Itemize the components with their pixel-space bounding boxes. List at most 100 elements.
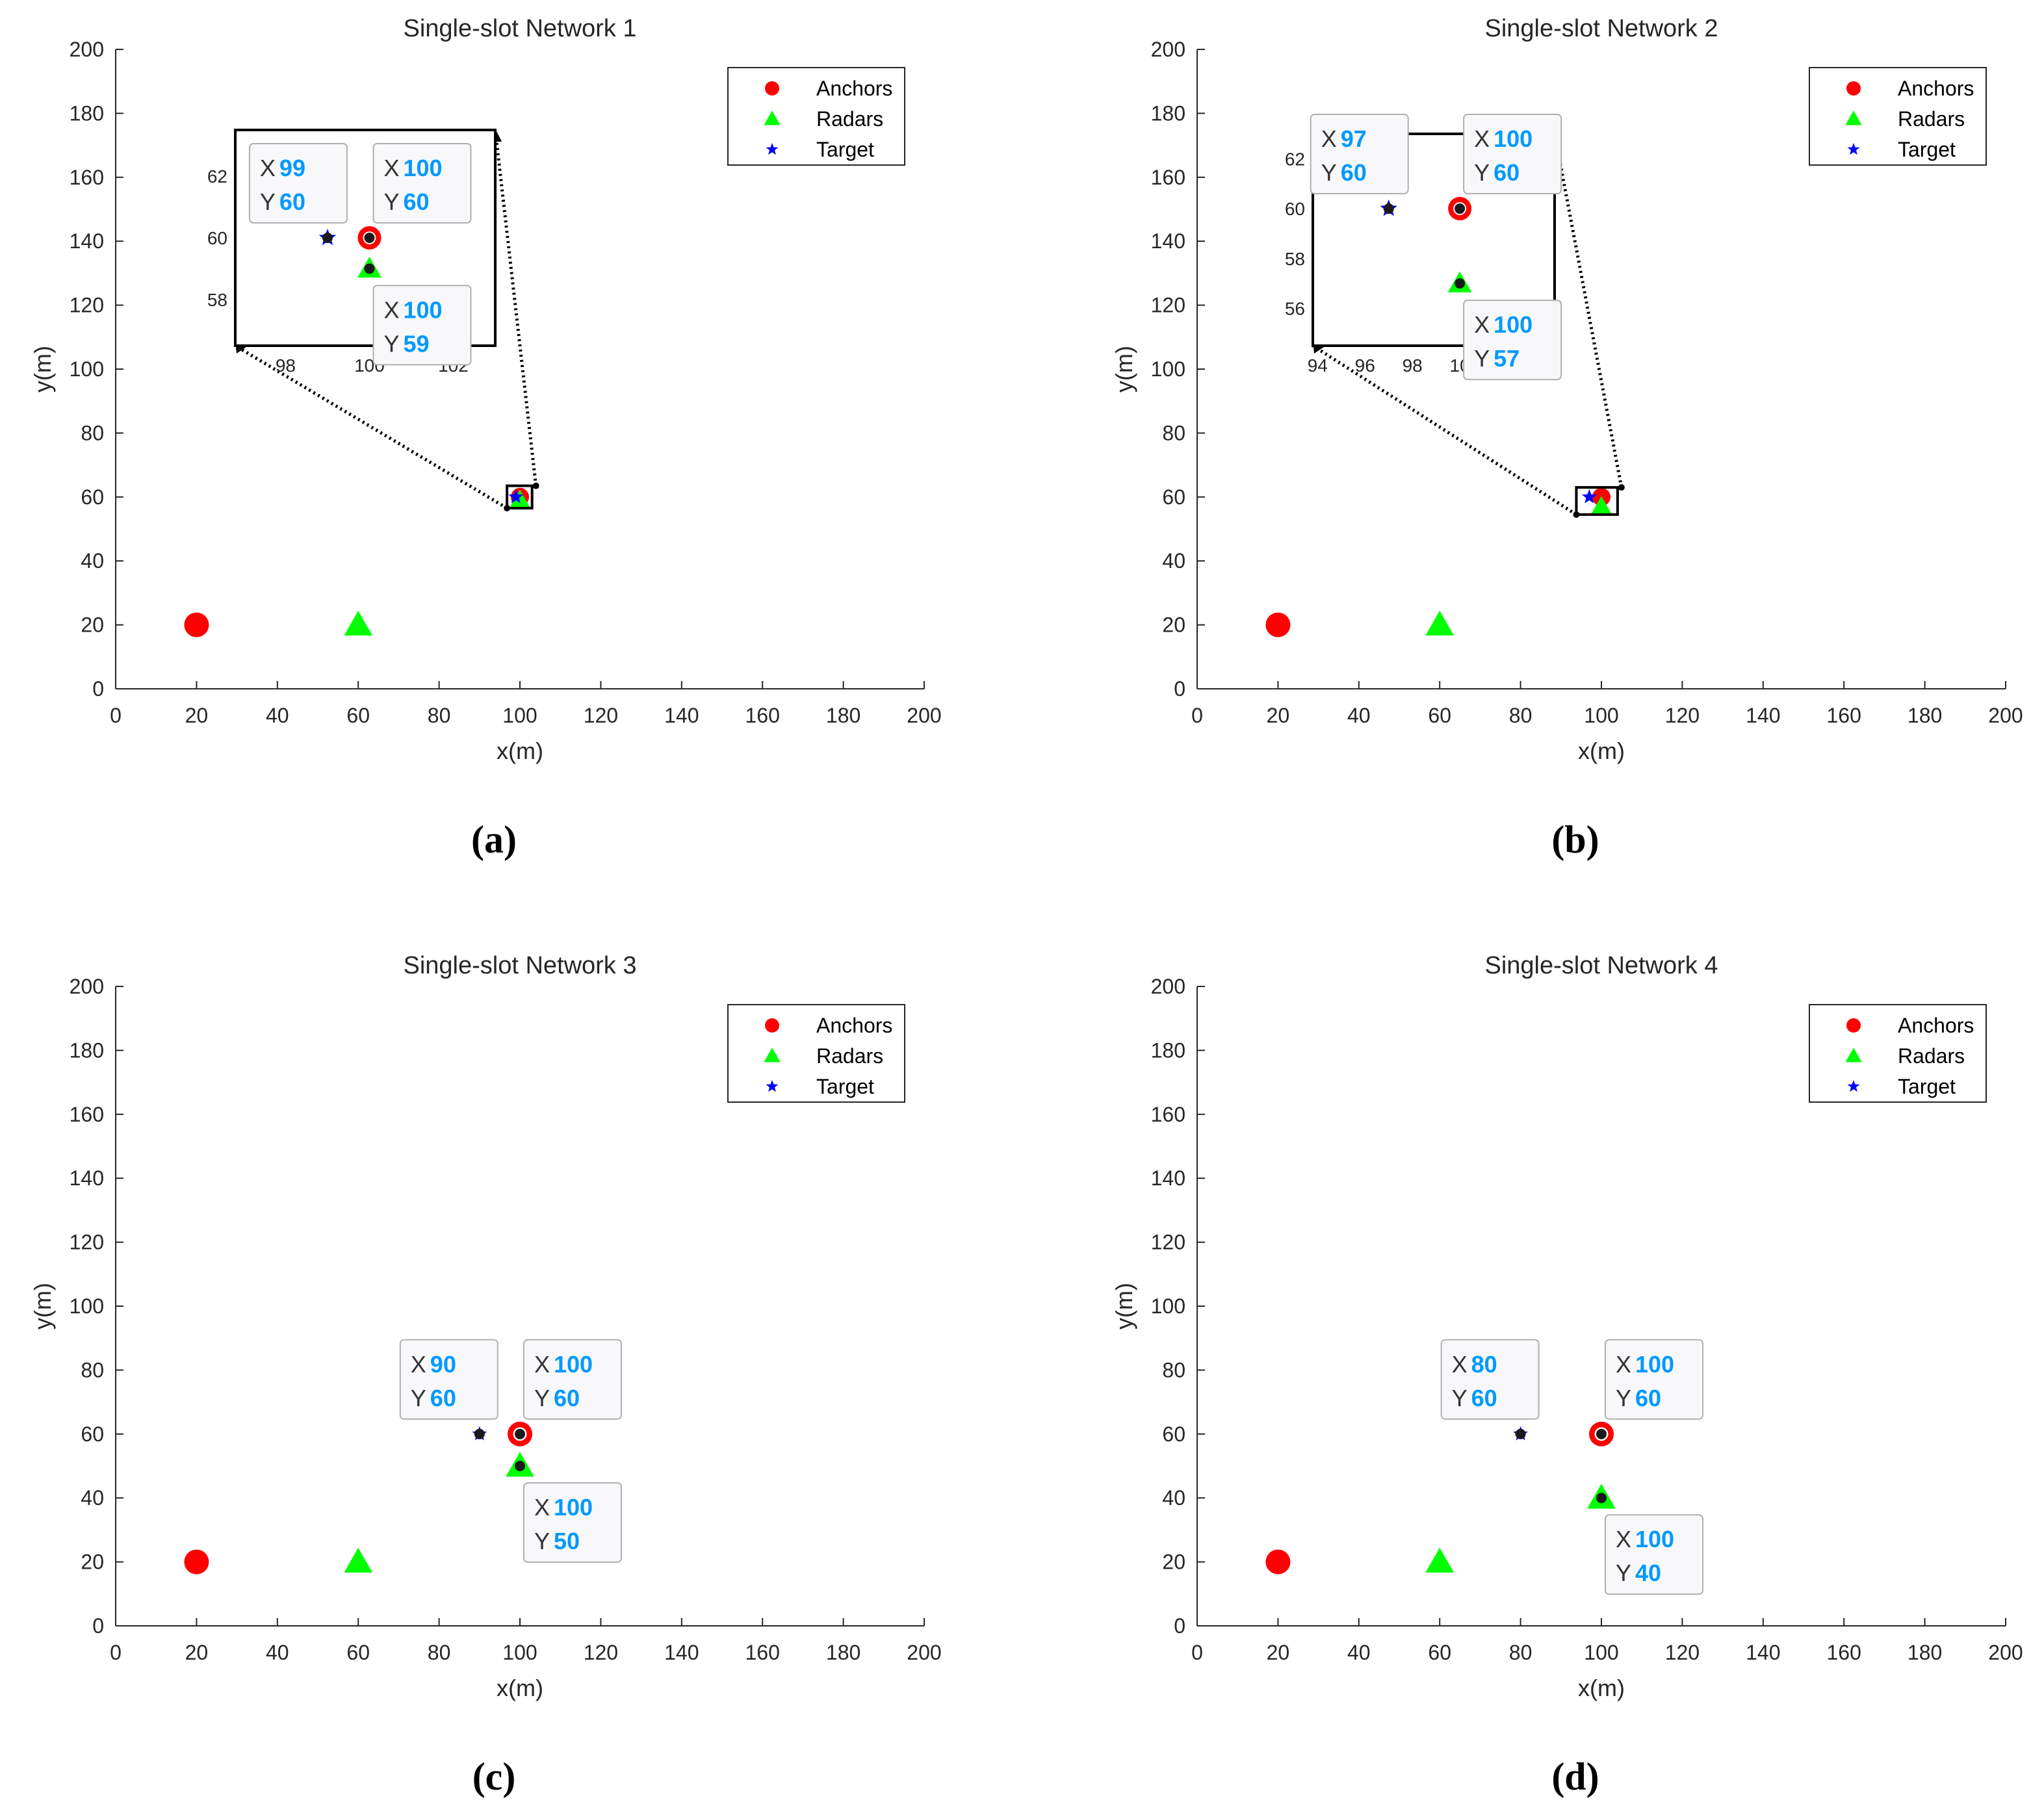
x-tick-label: 80 <box>428 1641 451 1664</box>
target-marker <box>1581 489 1597 504</box>
y-axis-label: y(m) <box>29 1283 56 1330</box>
x-tick-label: 0 <box>1191 704 1203 727</box>
y-tick-label: 80 <box>81 1358 104 1382</box>
datatip-y-value: 60 <box>1494 159 1520 186</box>
y-tick-label: 180 <box>1151 101 1185 125</box>
x-axis-label: x(m) <box>497 738 543 764</box>
x-tick-label: 80 <box>428 704 451 727</box>
panel-caption: (c) <box>472 1755 516 1798</box>
inset-x-tick-label: 98 <box>1403 355 1423 376</box>
datatip-x-value: 100 <box>1635 1351 1674 1378</box>
datatip-point <box>322 233 333 243</box>
zoom-connector-dot <box>532 482 539 489</box>
y-tick-label: 200 <box>70 975 104 998</box>
y-tick-label: 180 <box>70 1038 104 1062</box>
zoom-connector-dot <box>1618 484 1625 491</box>
datatip-x-key: X <box>534 1494 550 1521</box>
y-tick-label: 120 <box>1151 1231 1185 1254</box>
x-tick-label: 0 <box>110 704 122 727</box>
datatip-box <box>1440 1339 1540 1420</box>
y-tick-label: 80 <box>81 421 104 444</box>
x-tick-label: 140 <box>1746 704 1780 727</box>
x-tick-label: 20 <box>1267 704 1290 727</box>
y-axis-label: y(m) <box>29 346 56 392</box>
legend-box <box>1809 1004 1987 1103</box>
x-tick-label: 120 <box>1665 1641 1700 1664</box>
x-tick-label: 160 <box>1827 704 1861 727</box>
panel-caption: (d) <box>1551 1755 1599 1798</box>
radars-marker <box>1425 610 1454 636</box>
anchors-marker <box>184 612 209 637</box>
x-tick-label: 200 <box>907 1641 941 1664</box>
datatip-point <box>1596 1428 1607 1439</box>
datatip-y-key: Y <box>534 1528 550 1554</box>
chart-title: Single-slot Network 3 <box>403 952 636 979</box>
x-tick-label: 60 <box>346 1641 370 1664</box>
legend-marker-anchors <box>765 81 779 96</box>
datatip-y-value: 60 <box>430 1385 456 1411</box>
inset-y-tick-label: 60 <box>207 228 227 248</box>
x-tick-label: 100 <box>1584 1641 1618 1664</box>
y-tick-label: 140 <box>70 229 104 253</box>
legend-marker-radars <box>764 110 781 125</box>
legend-marker-radars <box>1845 1048 1862 1062</box>
datatip-y-value: 40 <box>1635 1560 1661 1586</box>
y-tick-label: 0 <box>1174 1614 1185 1638</box>
legend-label-anchors: Anchors <box>816 77 892 100</box>
y-tick-label: 160 <box>70 166 104 189</box>
datatip-y-key: Y <box>1474 345 1490 372</box>
datatip-x-key: X <box>1474 125 1490 152</box>
legend-marker-anchors <box>1846 81 1861 96</box>
datatip-y-value: 60 <box>1635 1385 1661 1411</box>
legend-box <box>727 1004 905 1103</box>
x-tick-label: 180 <box>826 704 860 727</box>
datatip-x-key: X <box>534 1351 550 1378</box>
x-tick-label: 140 <box>664 1641 699 1664</box>
y-tick-label: 200 <box>1151 975 1185 998</box>
x-tick-label: 200 <box>1988 704 2023 727</box>
x-tick-label: 80 <box>1509 1641 1533 1664</box>
y-tick-label: 80 <box>1162 421 1185 444</box>
x-tick-label: 100 <box>502 704 537 727</box>
inset-x-tick-label: 94 <box>1308 355 1328 376</box>
datatip-x-value: 99 <box>279 155 305 181</box>
legend-label-radars: Radars <box>816 1044 883 1068</box>
datatip-point <box>1383 203 1394 214</box>
x-tick-label: 200 <box>907 704 941 727</box>
legend-label-radars: Radars <box>816 107 883 131</box>
x-tick-label: 120 <box>584 1641 618 1664</box>
y-tick-label: 60 <box>1162 1422 1185 1446</box>
chart-title: Single-slot Network 4 <box>1484 952 1718 979</box>
chart-panel-d: Single-slot Network 4 0 20 40 60 80 100 120 140 1… <box>1111 952 2023 1798</box>
x-tick-label: 40 <box>1347 1641 1371 1664</box>
datatip-point <box>364 263 375 274</box>
panel-caption: (a) <box>471 818 517 861</box>
inset-y-tick-label: 58 <box>207 290 227 310</box>
datatip-y-value: 60 <box>403 188 429 215</box>
datatip-y-value: 60 <box>554 1385 580 1411</box>
datatip-x-key: X <box>1321 125 1337 152</box>
datatip-y-value: 60 <box>279 188 305 215</box>
datatip-x-value: 100 <box>1494 311 1533 338</box>
radars-marker <box>344 1547 373 1573</box>
x-tick-label: 180 <box>1908 1641 1942 1664</box>
legend-label-target: Target <box>816 138 874 161</box>
datatip-y-key: Y <box>1474 159 1490 186</box>
legend-marker-radars <box>764 1048 781 1062</box>
y-tick-label: 120 <box>70 1231 104 1254</box>
datatip-y-key: Y <box>411 1385 426 1411</box>
legend-marker-target <box>766 143 779 155</box>
x-tick-label: 40 <box>1347 704 1371 727</box>
datatip-y-key: Y <box>1616 1560 1631 1586</box>
legend-marker-target <box>766 1080 779 1092</box>
datatip-point <box>364 233 375 243</box>
anchors-marker <box>1265 612 1291 637</box>
x-tick-label: 40 <box>266 1641 289 1664</box>
inset-y-tick-label: 62 <box>207 166 227 186</box>
y-tick-label: 160 <box>70 1103 104 1126</box>
y-tick-label: 20 <box>1162 613 1185 637</box>
chart-title: Single-slot Network 1 <box>403 15 636 42</box>
x-tick-label: 160 <box>1827 1641 1861 1664</box>
y-tick-label: 180 <box>70 101 104 125</box>
